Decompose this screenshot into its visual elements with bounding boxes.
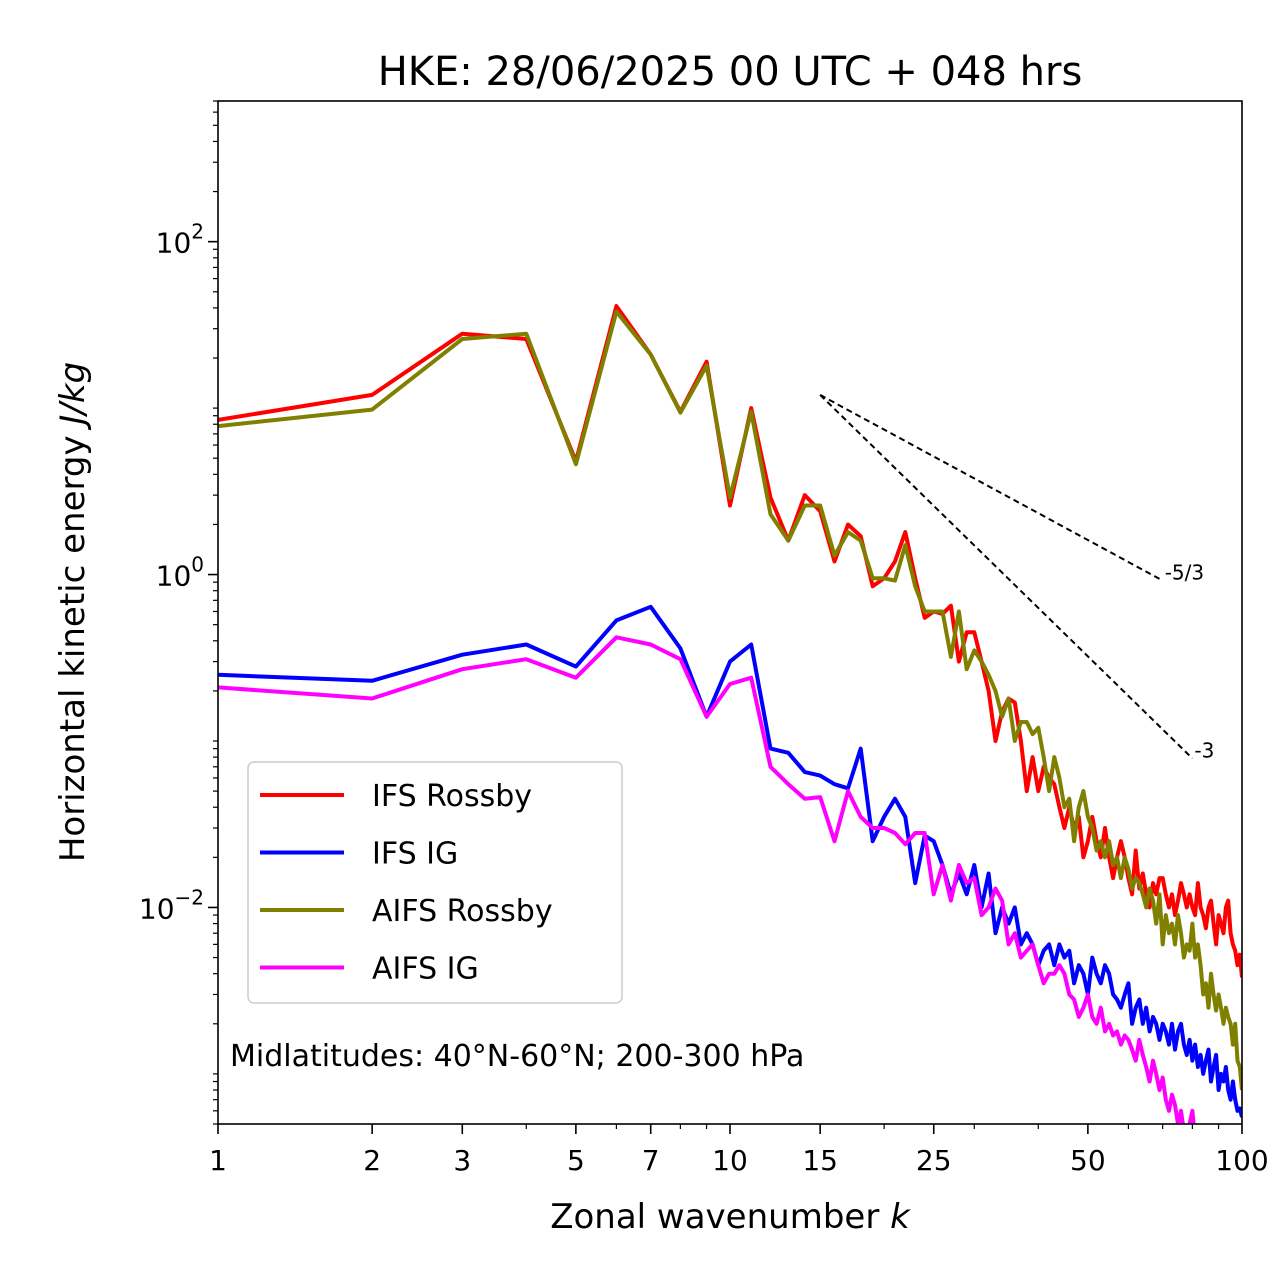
x-axis-label: Zonal wavenumber k xyxy=(550,1197,911,1237)
x-tick-label: 7 xyxy=(642,1144,660,1177)
x-tick-label: 5 xyxy=(567,1144,585,1177)
y-tick-label: 102 xyxy=(156,220,204,260)
legend: IFS Rossby IFS IG AIFS Rossby AIFS IG xyxy=(247,761,623,1004)
y-axis-label: Horizontal kinetic energy J/kg xyxy=(53,362,93,862)
y-tick-label-base: 10 xyxy=(139,892,175,925)
x-tick-label: 25 xyxy=(916,1144,952,1177)
y-tick-label-exponent: 0 xyxy=(191,553,204,577)
y-axis-label-units: J/kg xyxy=(53,362,93,431)
chart-title: HKE: 28/06/2025 00 UTC + 048 hrs xyxy=(378,49,1083,95)
legend-entries: IFS Rossby IFS IG AIFS Rossby AIFS IG xyxy=(260,779,553,987)
x-tick-label: 2 xyxy=(363,1144,381,1177)
legend-label-ifs-rossby: IFS Rossby xyxy=(372,779,532,814)
x-tick-label: 50 xyxy=(1070,1144,1106,1177)
series-line-ifs-ig xyxy=(218,604,1242,1118)
reference-slope-line-1 xyxy=(819,394,1164,582)
reference-slope-label-2: -3 xyxy=(1194,738,1214,762)
x-tick-label: 100 xyxy=(1215,1144,1268,1177)
series-line-aifs-ig xyxy=(218,635,1196,1124)
y-tick-label: 100 xyxy=(156,553,204,593)
x-tick-label: 3 xyxy=(453,1144,471,1177)
reference-slope-line-2 xyxy=(819,394,1194,760)
x-axis-label-text: Zonal wavenumber xyxy=(550,1197,879,1237)
legend-label-aifs-ig: AIFS IG xyxy=(372,952,479,987)
y-tick-label: 10−2 xyxy=(139,885,204,925)
series-layer xyxy=(218,304,1242,1124)
legend-box xyxy=(247,761,623,1004)
region-annotation: Midlatitudes: 40°N-60°N; 200-300 hPa xyxy=(230,1039,804,1074)
y-tick-label-base: 10 xyxy=(156,227,192,260)
reference-slopes: -5/3 -3 xyxy=(819,394,1214,762)
x-tick-label: 1 xyxy=(209,1144,227,1177)
legend-label-ifs-ig: IFS IG xyxy=(372,837,458,872)
x-axis-ticks: 1 2 3 5 7 10 15 25 50 100 xyxy=(209,1124,1269,1177)
legend-label-aifs-rossby: AIFS Rossby xyxy=(372,894,553,929)
y-tick-label-exponent: 2 xyxy=(191,220,204,244)
reference-slope-label-1: -5/3 xyxy=(1165,561,1204,585)
y-axis-label-text: Horizontal kinetic energy xyxy=(53,435,93,862)
x-tick-label: 15 xyxy=(802,1144,838,1177)
x-axis-label-symbol: k xyxy=(890,1197,911,1237)
series-line-ifs-rossby xyxy=(218,304,1242,978)
y-tick-label-base: 10 xyxy=(156,560,192,593)
x-tick-label: 10 xyxy=(712,1144,748,1177)
series-line-aifs-rossby xyxy=(218,309,1242,1091)
y-tick-label-exponent: −2 xyxy=(175,885,204,909)
